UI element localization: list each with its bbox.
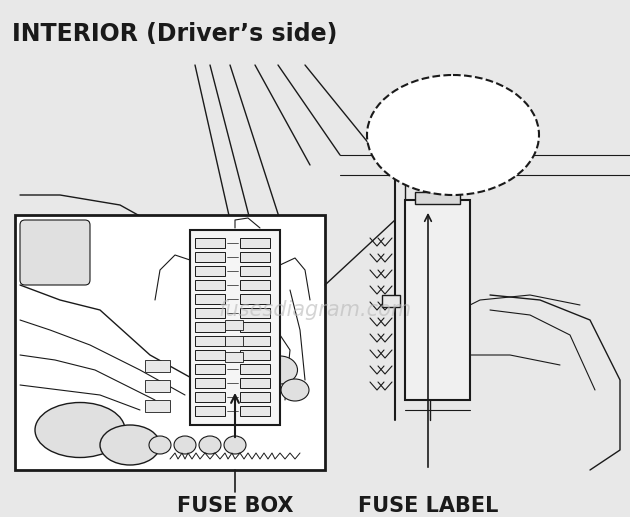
FancyBboxPatch shape (20, 220, 90, 285)
Bar (195, 378, 225, 388)
Bar (195, 238, 225, 248)
Text: FUSE BOX: FUSE BOX (177, 496, 293, 516)
Ellipse shape (224, 436, 246, 454)
Bar (190, 230, 280, 425)
Bar (240, 266, 270, 276)
Bar (240, 350, 270, 360)
Text: FUSE LABEL: FUSE LABEL (358, 496, 498, 516)
Text: fusesdiagram.com: fusesdiagram.com (219, 300, 411, 320)
Bar (195, 392, 225, 402)
Text: INTERIOR (Driver’s side): INTERIOR (Driver’s side) (12, 22, 338, 46)
Bar (225, 352, 243, 362)
Bar (195, 280, 225, 290)
Bar (195, 252, 225, 262)
Bar (240, 294, 270, 304)
Bar (195, 266, 225, 276)
Bar (240, 280, 270, 290)
Bar (240, 252, 270, 262)
Bar (145, 360, 170, 372)
Ellipse shape (281, 379, 309, 401)
Ellipse shape (199, 436, 221, 454)
Bar (240, 378, 270, 388)
Ellipse shape (35, 403, 125, 458)
Bar (195, 364, 225, 374)
Bar (195, 308, 225, 318)
Bar (225, 320, 243, 330)
Bar (240, 392, 270, 402)
Bar (145, 400, 170, 412)
Bar (240, 336, 270, 346)
Ellipse shape (263, 356, 297, 384)
Ellipse shape (149, 436, 171, 454)
Bar (405, 200, 470, 400)
Bar (240, 238, 270, 248)
Bar (240, 364, 270, 374)
Bar (415, 192, 460, 204)
Bar (240, 322, 270, 332)
Bar (195, 336, 225, 346)
Bar (225, 336, 243, 346)
Bar (382, 295, 400, 307)
Bar (195, 406, 225, 416)
Bar (195, 350, 225, 360)
Bar (240, 406, 270, 416)
Bar (15, 215, 325, 470)
Bar (195, 322, 225, 332)
Bar (145, 380, 170, 392)
Ellipse shape (100, 425, 160, 465)
Ellipse shape (174, 436, 196, 454)
Bar (195, 294, 225, 304)
Bar (240, 308, 270, 318)
Ellipse shape (367, 75, 539, 195)
